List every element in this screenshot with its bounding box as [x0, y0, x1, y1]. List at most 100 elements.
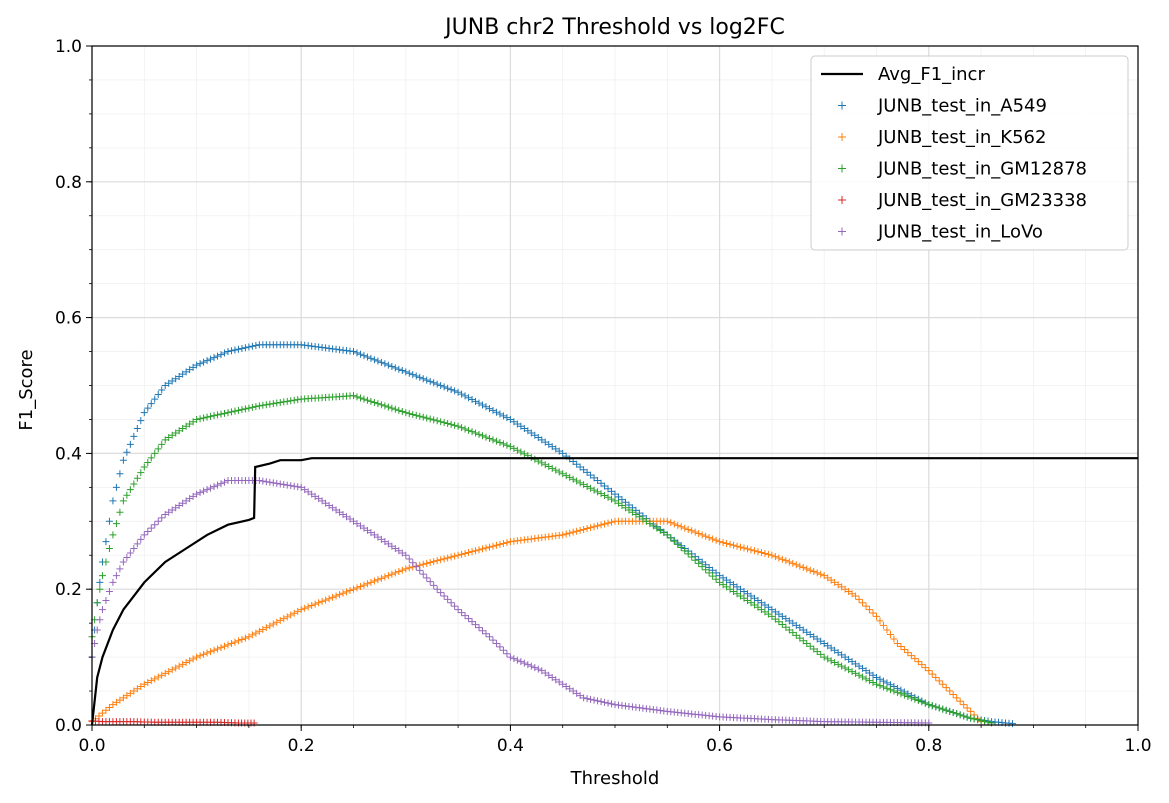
data-point — [137, 535, 145, 543]
data-point — [573, 477, 581, 485]
data-point — [691, 528, 699, 536]
data-point — [869, 678, 877, 686]
data-point — [489, 436, 497, 444]
data-point — [426, 558, 434, 566]
data-point — [224, 409, 232, 417]
data-point — [820, 653, 828, 661]
data-point — [782, 557, 790, 565]
data-point — [294, 607, 302, 615]
data-point — [437, 556, 445, 564]
data-point — [883, 626, 891, 634]
data-point — [451, 552, 459, 560]
data-point — [269, 479, 277, 487]
data-point — [360, 581, 368, 589]
data-point — [604, 519, 612, 527]
line-Avg_F1_incr — [90, 457, 1138, 726]
data-point — [604, 493, 612, 501]
legend: Avg_F1_incr JUNB_test_in_A549 JUNB_test_in… — [810, 55, 1129, 251]
data-point — [119, 497, 127, 505]
data-point — [144, 404, 152, 412]
data-point — [287, 397, 295, 405]
data-point — [496, 439, 504, 447]
data-point — [907, 652, 915, 660]
data-point — [433, 417, 441, 425]
data-point — [102, 597, 110, 605]
data-point — [158, 671, 166, 679]
data-point — [224, 641, 232, 649]
data-point — [276, 616, 284, 624]
data-point — [419, 570, 427, 578]
series-JUNB_test_in_K562 — [88, 517, 985, 726]
data-point — [294, 396, 302, 404]
data-point — [883, 684, 891, 692]
data-point — [914, 658, 922, 666]
data-point — [935, 704, 943, 712]
data-point — [416, 412, 424, 420]
data-point — [196, 360, 204, 368]
data-point — [688, 527, 696, 535]
data-point — [520, 659, 528, 667]
data-point — [695, 530, 703, 538]
data-point — [395, 568, 403, 576]
data-point — [241, 344, 249, 352]
data-point — [444, 554, 452, 562]
data-point — [977, 717, 985, 725]
data-point — [876, 675, 884, 683]
data-point — [576, 526, 584, 534]
data-point — [182, 659, 190, 667]
data-point — [255, 402, 263, 410]
data-point — [960, 712, 968, 720]
data-point — [273, 399, 281, 407]
data-point — [527, 662, 535, 670]
data-point — [475, 430, 483, 438]
data-point — [266, 400, 274, 408]
data-point — [398, 367, 406, 375]
data-point — [496, 540, 504, 548]
data-point — [893, 688, 901, 696]
data-point — [939, 705, 947, 713]
data-point — [119, 456, 127, 464]
data-point — [492, 408, 500, 416]
data-point — [360, 352, 368, 360]
data-point — [203, 413, 211, 421]
data-point — [1008, 720, 1016, 728]
data-point — [684, 525, 692, 533]
data-point — [785, 558, 793, 566]
data-point — [911, 655, 919, 663]
data-point — [227, 640, 235, 648]
data-point — [409, 371, 417, 379]
data-point — [963, 713, 971, 721]
data-point — [402, 368, 410, 376]
data-point — [890, 687, 898, 695]
data-point — [144, 458, 152, 466]
data-point — [430, 558, 438, 566]
data-point — [517, 448, 525, 456]
y-tick-label: 0.6 — [55, 309, 82, 329]
data-point — [332, 592, 340, 600]
data-point — [608, 518, 616, 526]
data-point — [583, 525, 591, 533]
data-point — [712, 536, 720, 544]
data-point — [520, 450, 528, 458]
data-point — [458, 550, 466, 558]
data-point — [374, 576, 382, 584]
x-axis-label: Threshold — [570, 768, 660, 789]
data-point — [587, 524, 595, 532]
data-point — [154, 445, 162, 453]
data-point — [712, 575, 720, 583]
data-point — [210, 412, 218, 420]
data-point — [409, 410, 417, 418]
data-point — [492, 437, 500, 445]
data-point — [402, 409, 410, 417]
data-point — [419, 560, 427, 568]
data-point — [377, 358, 385, 366]
data-point — [269, 620, 277, 628]
data-point — [503, 441, 511, 449]
data-point — [116, 508, 124, 516]
data-point — [144, 678, 152, 686]
data-point — [461, 612, 469, 620]
data-point — [472, 397, 480, 405]
data-point — [949, 690, 957, 698]
data-point — [674, 540, 682, 548]
data-point — [381, 402, 389, 410]
